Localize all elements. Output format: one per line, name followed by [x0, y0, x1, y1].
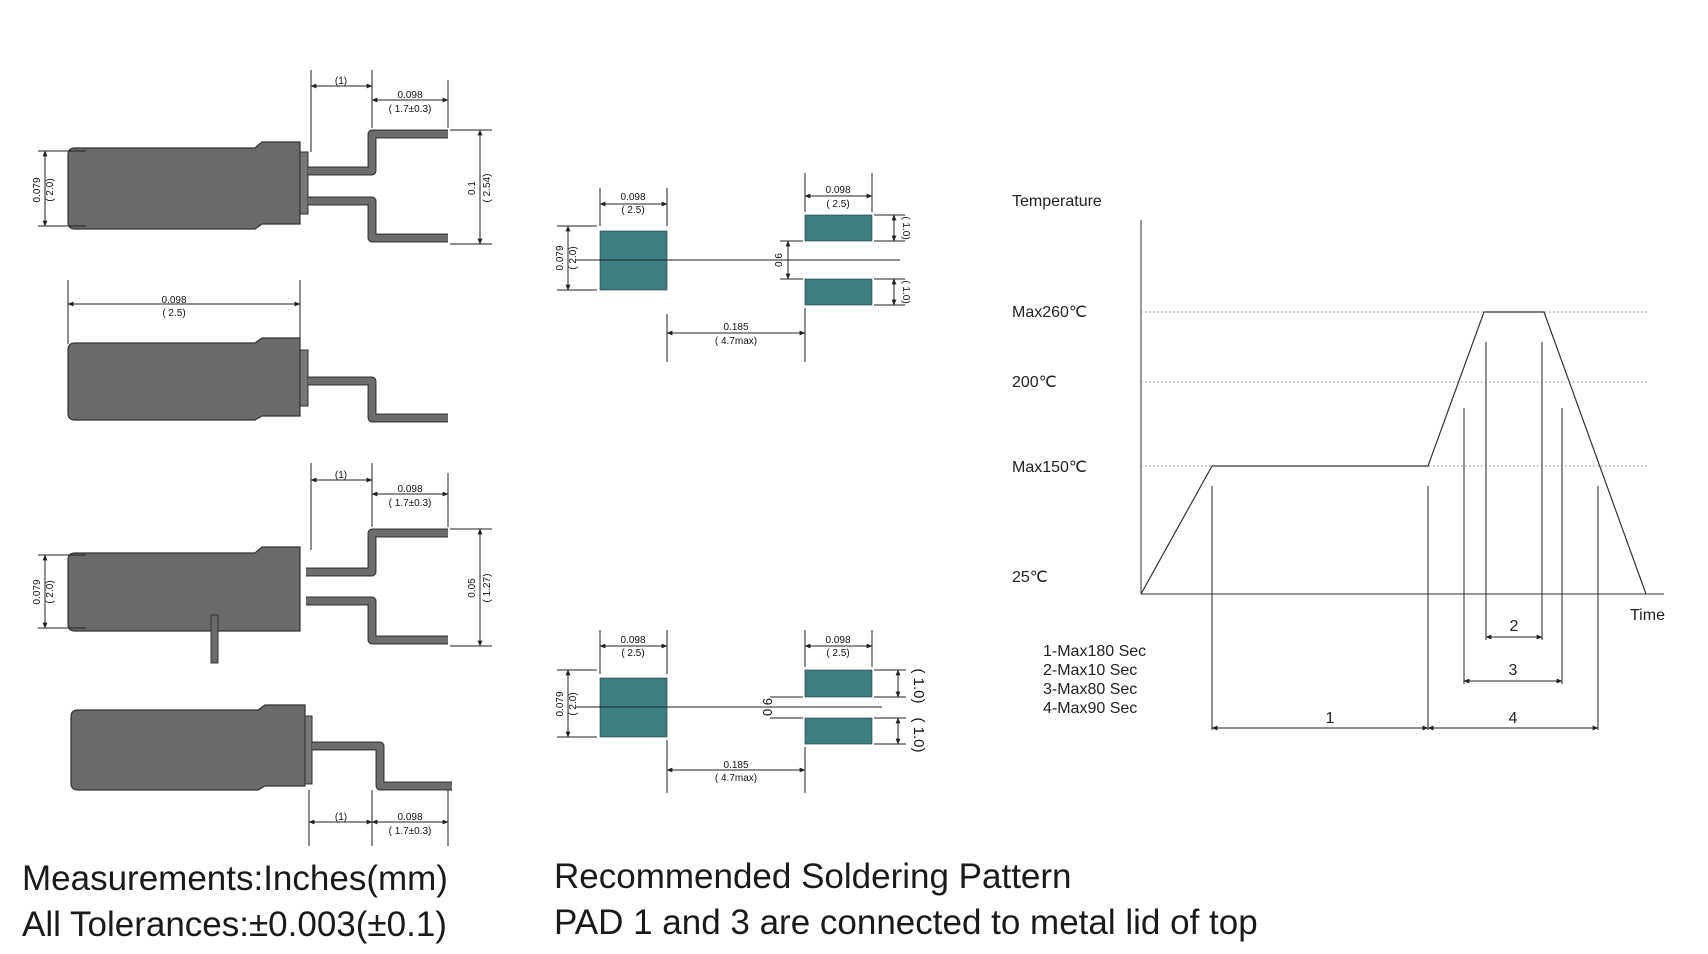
p2-pad-w2-mm: ( 2.5) — [826, 648, 849, 659]
pad-2 — [804, 669, 873, 698]
p1-span: 0.185 — [723, 322, 748, 333]
p1-pad-w-mm: ( 2.5) — [621, 205, 644, 216]
v3-height-mm: ( 2.0) — [45, 580, 56, 603]
zone-1: 1 — [1326, 710, 1335, 727]
measurements-caption: Measurements:Inches(mm) — [22, 859, 448, 898]
crystal-view-1: (1) 0.098 ( 1.7±0.3) 0.079 ( 2.0) 0.1 ( … — [32, 70, 493, 245]
p1-span-mm: ( 4.7max) — [715, 336, 757, 347]
p2-pad-w2: 0.098 — [825, 635, 850, 646]
pad-pattern-1: 0.098 ( 2.5) 0.098 ( 2.5) 0.079 ( 2.0) 0… — [555, 173, 911, 362]
v1-pitch-mm: ( 2.54) — [482, 174, 493, 203]
crystal-view-2: 0.098 ( 2.5) — [67, 280, 448, 423]
crystal-view-3: (1) 0.098 ( 1.7±0.3) 0.079 ( 2.0) 0.05 (… — [32, 463, 493, 664]
p2-pad-h2: ( 1.0) — [910, 717, 927, 752]
v3-lead-gap: (1) — [335, 470, 347, 481]
v3-pitch-mm: ( 1.27) — [482, 574, 493, 603]
level-200: 200℃ — [1012, 374, 1057, 391]
legend-3: 3-Max80 Sec — [1043, 681, 1137, 698]
pad-3 — [804, 717, 873, 745]
p2-span: 0.185 — [723, 760, 748, 771]
p1-gap: 0.6 — [774, 253, 785, 267]
p2-pad-h1: ( 1.0) — [910, 668, 927, 703]
captions: Measurements:Inches(mm) All Tolerances:±… — [22, 857, 1258, 944]
p2-height-mm: ( 2.0) — [568, 692, 579, 715]
p1-height: 0.079 — [555, 245, 566, 270]
v1-height: 0.079 — [32, 177, 43, 202]
p1-pad-h2: ( 1.0) — [900, 280, 911, 303]
soldering-title: Recommended Soldering Pattern — [554, 857, 1072, 896]
p1-pad-w2: 0.098 — [825, 185, 850, 196]
level-25: 25℃ — [1012, 569, 1048, 586]
p2-gap: 0.6 — [760, 698, 775, 716]
legend-1: 1-Max180 Sec — [1043, 643, 1146, 660]
p1-pad-w: 0.098 — [620, 192, 645, 203]
v1-lead-len-mm: ( 1.7±0.3) — [389, 104, 432, 115]
x-axis-label: Time — [1630, 607, 1665, 624]
zone-4: 4 — [1509, 710, 1518, 727]
crystal-view-4: (1) 0.098 ( 1.7±0.3) — [70, 704, 452, 846]
v1-lead-len: 0.098 — [397, 90, 422, 101]
v4-lead-gap: (1) — [335, 812, 347, 823]
level-max150: Max150℃ — [1012, 459, 1087, 476]
tolerances-caption: All Tolerances:±0.003(±0.1) — [22, 905, 447, 944]
level-max260: Max260℃ — [1012, 304, 1087, 321]
v1-lead-gap: (1) — [335, 76, 347, 87]
pad-note: PAD 1 and 3 are connected to metal lid o… — [554, 903, 1258, 942]
pad-pattern-2: 0.098 ( 2.5) 0.098 ( 2.5) 0.079 ( 2.0) 0… — [555, 630, 927, 793]
v2-length-mm: ( 2.5) — [162, 308, 185, 319]
reflow-profile: Temperature Time Max260℃ 200℃ Max150℃ 25… — [1012, 193, 1665, 731]
v4-lead-len: 0.098 — [397, 812, 422, 823]
p2-pad-w-mm: ( 2.5) — [621, 648, 644, 659]
v1-height-mm: ( 2.0) — [45, 178, 56, 201]
legend-4: 4-Max90 Sec — [1043, 700, 1137, 717]
v4-lead-len-mm: ( 1.7±0.3) — [389, 826, 432, 837]
v3-lead-len-mm: ( 1.7±0.3) — [389, 498, 432, 509]
p2-height: 0.079 — [555, 691, 566, 716]
p1-pad-w2-mm: ( 2.5) — [826, 199, 849, 210]
v2-length: 0.098 — [161, 295, 186, 306]
pad-3 — [804, 278, 873, 306]
v3-height: 0.079 — [32, 579, 43, 604]
p1-pad-h1: ( 1.0) — [900, 216, 911, 239]
pad-2 — [804, 214, 873, 242]
p2-span-mm: ( 4.7max) — [715, 773, 757, 784]
zone-2: 2 — [1510, 618, 1519, 635]
y-axis-label: Temperature — [1012, 193, 1102, 210]
zone-3: 3 — [1509, 662, 1518, 679]
v3-lead-len: 0.098 — [397, 484, 422, 495]
v3-pitch: 0.05 — [467, 578, 478, 598]
p1-height-mm: ( 2.0) — [568, 246, 579, 269]
p2-pad-w: 0.098 — [620, 635, 645, 646]
legend-2: 2-Max10 Sec — [1043, 662, 1137, 679]
v1-pitch: 0.1 — [467, 181, 478, 195]
